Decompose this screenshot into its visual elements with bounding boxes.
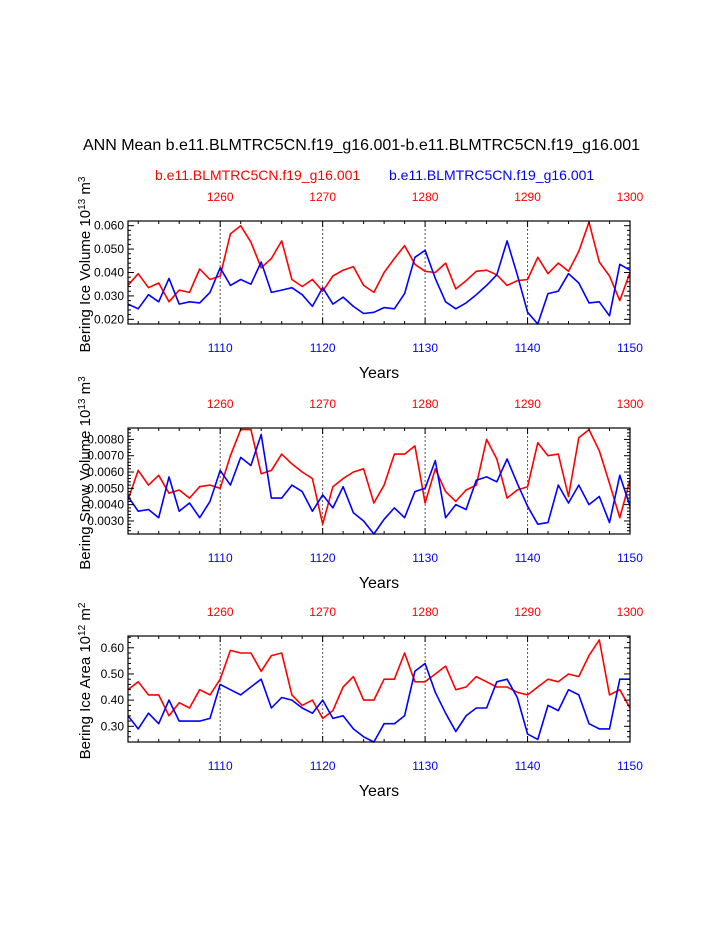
legend-blue-label: b.e11.BLMTRC5CN.f19_g16.001	[389, 167, 595, 183]
series-line-red	[127, 639, 631, 720]
x-tick-label-bottom: 1150	[617, 759, 643, 773]
x-tick-label-bottom: 1150	[617, 551, 643, 565]
y-tick-label: 0.0050	[87, 481, 124, 495]
y-axis-label-exponent: 13	[77, 398, 88, 410]
x-tick-label-top: 1280	[412, 190, 439, 204]
x-tick-label-bottom: 1120	[310, 759, 336, 773]
y-tick-label: 0.40	[101, 693, 125, 707]
figure-title: ANN Mean b.e11.BLMTRC5CN.f19_g16.001-b.e…	[82, 137, 641, 154]
x-tick-label-top: 1260	[207, 605, 234, 619]
x-tick-label-bottom: 1120	[310, 551, 336, 565]
x-tick-label-top: 1300	[617, 190, 644, 204]
y-tick-label: 0.0080	[87, 432, 124, 446]
panel-2: 1110 1120 1130 1140 1150 1260 1270 1280 1290 1300…	[77, 376, 644, 592]
y-tick-label: 0.0070	[87, 449, 124, 463]
x-tick-label-bottom: 1140	[515, 759, 541, 773]
x-tick-label-bottom: 1140	[515, 551, 541, 565]
x-tick-label-bottom: 1120	[310, 341, 336, 355]
x-tick-label-bottom: 1110	[208, 551, 233, 565]
y-axis-label-text: Bering Ice Volume 10	[77, 210, 94, 353]
y-tick-label: 0.60	[101, 641, 125, 655]
y-tick-label: 0.030	[94, 289, 124, 303]
y-axis-label-unit-exponent: 2	[77, 602, 88, 608]
x-tick-label-bottom: 1110	[208, 759, 233, 773]
plot-frame	[127, 635, 631, 743]
y-axis-label-text: Bering Snow Volume 10	[77, 410, 94, 570]
y-tick-label: 0.0060	[87, 465, 124, 479]
x-tick-label-top: 1270	[309, 605, 336, 619]
x-tick-label-top: 1280	[412, 397, 439, 411]
y-tick-label: 0.50	[101, 667, 125, 681]
x-tick-label-top: 1270	[309, 397, 336, 411]
series-line-blue	[127, 433, 631, 535]
x-tick-label-bottom: 1130	[412, 759, 438, 773]
x-tick-label-top: 1290	[514, 397, 541, 411]
panel-1: 1110 1120 1130 1140 1150 1260 1270 1280 1290 1300…	[77, 176, 644, 382]
x-tick-label-top: 1300	[617, 397, 644, 411]
y-axis-label-unit: m	[77, 182, 94, 199]
y-tick-label: 0.040	[94, 266, 124, 280]
x-tick-label-top: 1300	[617, 605, 644, 619]
x-tick-label-top: 1260	[207, 397, 234, 411]
series-line-red	[127, 221, 631, 303]
x-tick-label-top: 1290	[514, 605, 541, 619]
panel-3: 1110 1120 1130 1140 1150 1260 1270 1280 1290 1300…	[77, 602, 644, 800]
y-axis-label-unit: m	[77, 382, 94, 399]
x-tick-label-bottom: 1110	[208, 341, 233, 355]
x-axis-label: Years	[359, 783, 399, 800]
y-tick-label: 0.020	[94, 312, 124, 326]
y-axis-label: Bering Snow Volume 1013 m3	[77, 376, 95, 570]
x-tick-label-top: 1280	[412, 605, 439, 619]
y-tick-label: 0.050	[94, 242, 124, 256]
y-tick-label: 0.0030	[87, 514, 124, 528]
x-tick-label-top: 1260	[207, 190, 234, 204]
y-tick-label: 0.0040	[87, 498, 124, 512]
series-line-blue	[127, 240, 631, 325]
x-tick-label-bottom: 1140	[515, 341, 541, 355]
y-axis-label-unit-exponent: 3	[77, 376, 88, 382]
x-tick-label-bottom: 1150	[617, 341, 643, 355]
y-axis-label-text: Bering Ice Area 10	[77, 636, 94, 759]
y-tick-label: 0.060	[94, 219, 124, 233]
y-axis-label-unit-exponent: 3	[77, 176, 88, 182]
series-line-blue	[127, 662, 630, 743]
series-line-red	[127, 428, 631, 526]
y-axis-label: Bering Ice Volume 1013 m3	[77, 176, 95, 352]
y-axis-label-exponent: 12	[77, 624, 88, 636]
x-tick-label-bottom: 1130	[412, 551, 438, 565]
y-axis-label-unit: m	[77, 608, 94, 625]
y-tick-label: 0.30	[101, 719, 125, 733]
y-axis-label-exponent: 13	[77, 198, 88, 210]
x-tick-label-top: 1270	[309, 190, 336, 204]
plot-frame	[127, 427, 631, 535]
legend-red-label: b.e11.BLMTRC5CN.f19_g16.001	[155, 167, 361, 183]
x-tick-label-bottom: 1130	[412, 341, 438, 355]
x-axis-label: Years	[359, 575, 399, 592]
y-axis-label: Bering Ice Area 1012 m2	[77, 602, 95, 759]
x-axis-label: Years	[359, 365, 399, 382]
x-tick-label-top: 1290	[514, 190, 541, 204]
